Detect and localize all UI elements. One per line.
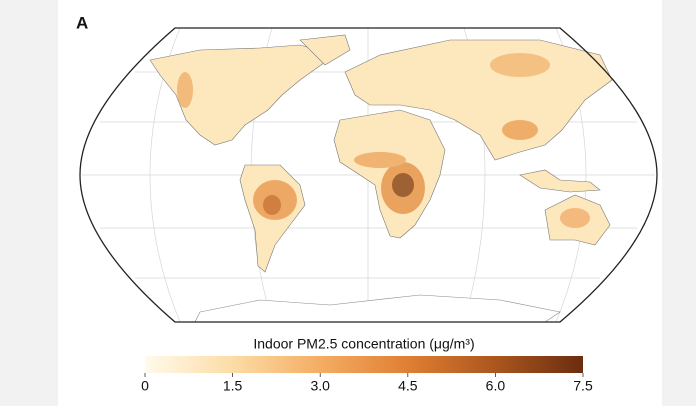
colorbar-tick-label: 7.5 (573, 378, 593, 394)
colorbar-tick-label: 0 (141, 378, 149, 394)
colorbar-title: Indoor PM2.5 concentration (μg/m³) (253, 336, 474, 352)
north-america (149, 44, 336, 146)
hotspots (177, 53, 590, 228)
panel-label: A (76, 13, 88, 32)
colorbar-tick-label: 4.5 (398, 378, 418, 394)
map-outline (79, 27, 658, 323)
map (79, 27, 658, 323)
colorbar-tick-label: 1.5 (223, 378, 243, 394)
greenland (299, 34, 351, 66)
colorbar-tick-label: 6.0 (486, 378, 506, 394)
colorbar (145, 356, 583, 373)
colorbar-tick-label: 3.0 (310, 378, 330, 394)
se-asia-islands (519, 169, 601, 193)
